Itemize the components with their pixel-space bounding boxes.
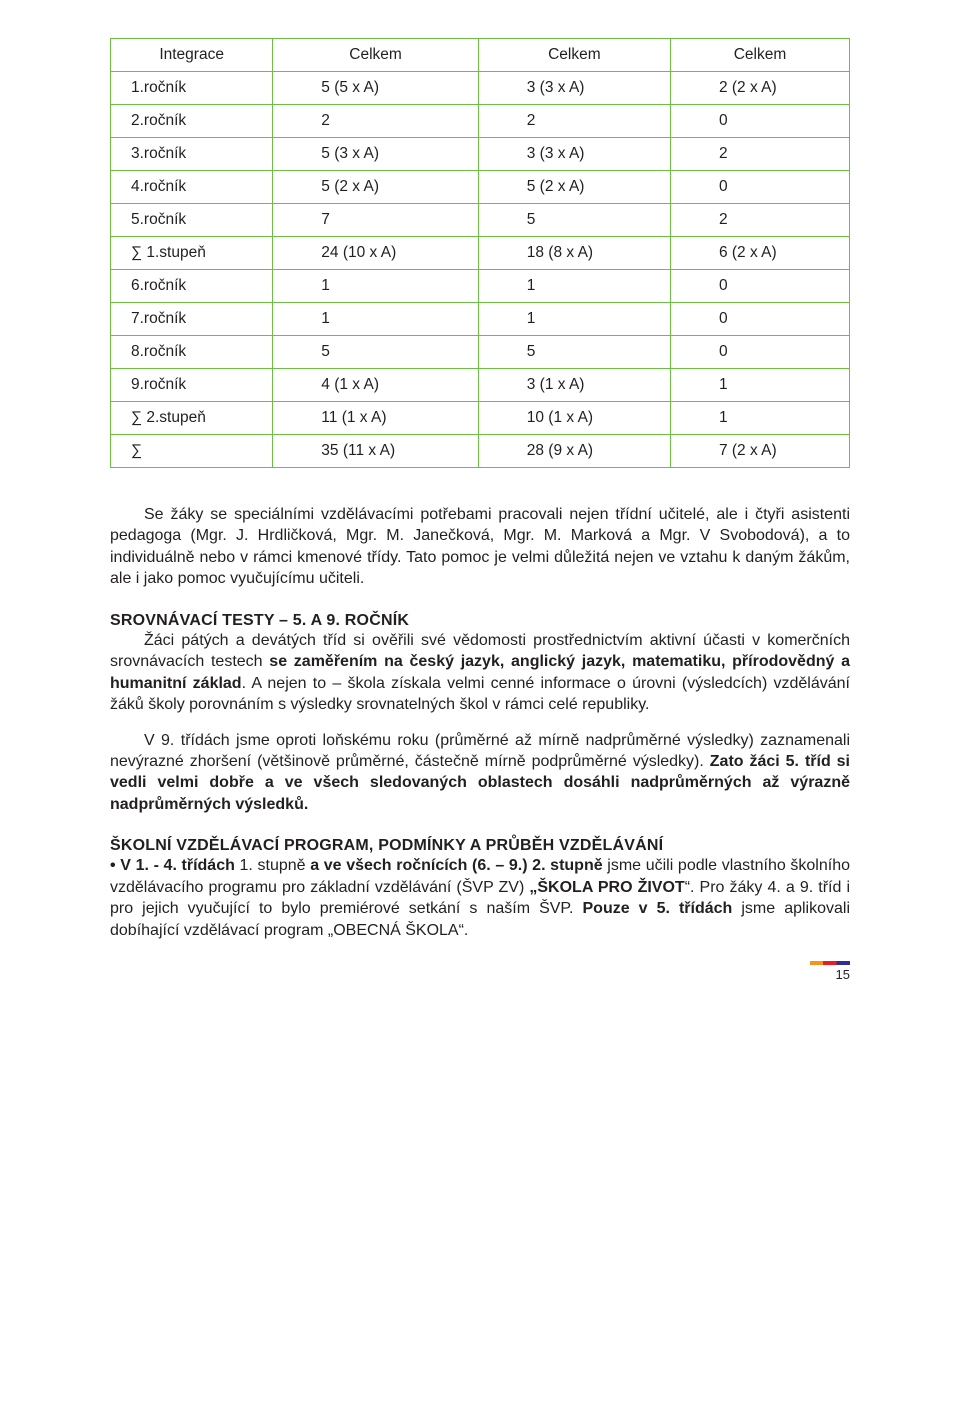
table-cell: 3.ročník: [111, 138, 273, 171]
table-row: 3.ročník5 (3 x A)3 (3 x A)2: [111, 138, 850, 171]
table-cell: 24 (10 x A): [273, 237, 478, 270]
table-cell: 18 (8 x A): [478, 237, 670, 270]
col-celkem-1: Celkem: [273, 39, 478, 72]
table-row: ∑ 1.stupeň24 (10 x A)18 (8 x A)6 (2 x A): [111, 237, 850, 270]
table-cell: 7: [273, 204, 478, 237]
table-cell: 6 (2 x A): [670, 237, 849, 270]
table-row: ∑ 2.stupeň11 (1 x A)10 (1 x A)1: [111, 402, 850, 435]
table-cell: 5 (2 x A): [478, 171, 670, 204]
table-cell: 1: [273, 303, 478, 336]
table-cell: 7 (2 x A): [670, 435, 849, 468]
table-cell: 2: [273, 105, 478, 138]
table-cell: 8.ročník: [111, 336, 273, 369]
table-row: 4.ročník5 (2 x A)5 (2 x A)0: [111, 171, 850, 204]
table-cell: 28 (9 x A): [478, 435, 670, 468]
table-cell: 2 (2 x A): [670, 72, 849, 105]
table-row: 9.ročník4 (1 x A)3 (1 x A)1: [111, 369, 850, 402]
table-cell: 1: [670, 369, 849, 402]
table-header-row: Integrace Celkem Celkem Celkem: [111, 39, 850, 72]
table-cell: 3 (3 x A): [478, 138, 670, 171]
heading-srovnavaci-testy: SROVNÁVACÍ TESTY – 5. A 9. ROČNÍK: [110, 612, 850, 630]
col-integrace: Integrace: [111, 39, 273, 72]
p4-b: 1. stupně: [235, 857, 310, 874]
table-cell: 10 (1 x A): [478, 402, 670, 435]
heading-svp: ŠKOLNÍ VZDĚLÁVACÍ PROGRAM, PODMÍNKY A PR…: [110, 837, 850, 855]
p4-g: Pouze v 5. třídách: [583, 900, 733, 917]
table-row: 6.ročník110: [111, 270, 850, 303]
table-row: 7.ročník110: [111, 303, 850, 336]
table-cell: 7.ročník: [111, 303, 273, 336]
table-cell: 2: [670, 204, 849, 237]
table-cell: 4.ročník: [111, 171, 273, 204]
table-cell: 5 (3 x A): [273, 138, 478, 171]
table-cell: 4 (1 x A): [273, 369, 478, 402]
paragraph-testy-2: V 9. třídách jsme oproti loňskému roku (…: [110, 730, 850, 816]
table-cell: 0: [670, 303, 849, 336]
table-cell: 5.ročník: [111, 204, 273, 237]
paragraph-intro: Se žáky se speciálními vzdělávacími potř…: [110, 504, 850, 590]
table-cell: 2: [478, 105, 670, 138]
table-cell: 6.ročník: [111, 270, 273, 303]
table-cell: 3 (1 x A): [478, 369, 670, 402]
table-cell: 1: [478, 303, 670, 336]
table-row: 2.ročník220: [111, 105, 850, 138]
paragraph-intro-text: Se žáky se speciálními vzdělávacími potř…: [110, 504, 850, 590]
table-cell: 5: [478, 204, 670, 237]
table-row: 1.ročník5 (5 x A)3 (3 x A)2 (2 x A): [111, 72, 850, 105]
table-cell: 9.ročník: [111, 369, 273, 402]
integration-table: Integrace Celkem Celkem Celkem 1.ročník5…: [110, 38, 850, 468]
paragraph-svp: • V 1. - 4. třídách 1. stupně a ve všech…: [110, 855, 850, 941]
table-cell: 1: [273, 270, 478, 303]
table-cell: 5 (2 x A): [273, 171, 478, 204]
table-cell: 1: [478, 270, 670, 303]
p4-c: a ve všech ročnících (6. – 9.) 2. stupně: [310, 857, 602, 874]
footer-rule-icon: [810, 961, 850, 965]
table-cell: 1.ročník: [111, 72, 273, 105]
table-row: ∑35 (11 x A)28 (9 x A)7 (2 x A): [111, 435, 850, 468]
table-cell: 35 (11 x A): [273, 435, 478, 468]
table-cell: 2: [670, 138, 849, 171]
table-row: 8.ročník550: [111, 336, 850, 369]
table-cell: 0: [670, 336, 849, 369]
table-cell: 5: [273, 336, 478, 369]
table-cell: ∑: [111, 435, 273, 468]
table-cell: 2.ročník: [111, 105, 273, 138]
table-row: 5.ročník752: [111, 204, 850, 237]
table-cell: 3 (3 x A): [478, 72, 670, 105]
p4-a: • V 1. - 4. třídách: [110, 857, 235, 874]
table-cell: 5 (5 x A): [273, 72, 478, 105]
p4-e: „ŠKOLA PRO ŽIVOT: [529, 879, 684, 896]
page-number: 15: [836, 967, 850, 982]
table-cell: 0: [670, 171, 849, 204]
page-footer: 15: [110, 961, 850, 982]
table-cell: ∑ 2.stupeň: [111, 402, 273, 435]
col-celkem-3: Celkem: [670, 39, 849, 72]
table-cell: 0: [670, 105, 849, 138]
paragraph-testy-1: Žáci pátých a devátých tříd si ověřili s…: [110, 630, 850, 716]
table-cell: 5: [478, 336, 670, 369]
col-celkem-2: Celkem: [478, 39, 670, 72]
table-cell: 11 (1 x A): [273, 402, 478, 435]
table-cell: 0: [670, 270, 849, 303]
table-cell: ∑ 1.stupeň: [111, 237, 273, 270]
table-cell: 1: [670, 402, 849, 435]
